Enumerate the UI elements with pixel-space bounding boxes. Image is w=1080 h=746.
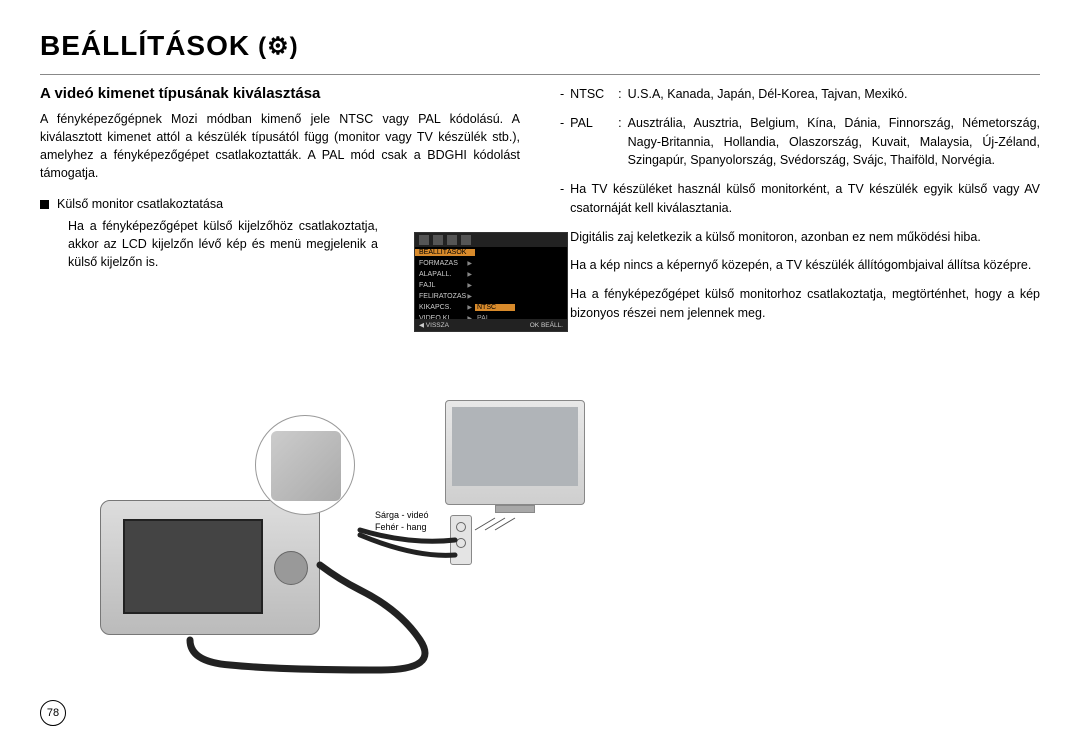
lcd-tab-icon (419, 235, 429, 245)
section-heading: A videó kimenet típusának kiválasztása (40, 85, 520, 102)
av-jack-icon (456, 538, 466, 548)
lcd-row-label: FÁJL▶ (415, 282, 475, 289)
standard-code: NTSC (570, 85, 612, 104)
standard-code: PAL (570, 114, 612, 170)
note-item: -Digitális zaj keletkezik a külső monito… (560, 228, 1040, 247)
connection-diagram: Sárga - videó Fehér - hang (100, 380, 600, 680)
monitor-stand-icon (495, 505, 535, 513)
gear-icon: (⚙) (258, 32, 299, 61)
standard-item: -PAL:Ausztrália, Ausztria, Belgium, Kína… (560, 114, 1040, 170)
lcd-row-label: FELIRATOZÁS▶ (415, 293, 475, 300)
camera-illustration (100, 500, 320, 635)
standard-item: -NTSC: U.S.A, Kanada, Japán, Dél-Korea, T… (560, 85, 1040, 104)
note-text: Ha a fényképezőgépet külső monitorhoz cs… (570, 285, 1040, 323)
chevron-right-icon: ▶ (467, 304, 475, 311)
dash-icon: - (560, 114, 564, 170)
chevron-right-icon: ▶ (467, 282, 475, 289)
note-item: -Ha TV készüléket használ külső monitork… (560, 180, 1040, 218)
chevron-right-icon: ▶ (467, 271, 475, 278)
lcd-footer-left: ◀ VISSZA (419, 321, 449, 329)
bullet-body: Ha a fényképezőgépet külső kijelzőhöz cs… (68, 217, 378, 271)
lcd-row-label: KIKAPCS.▶ (415, 304, 475, 311)
camera-buttons-icon (274, 526, 309, 611)
lcd-tab-row (415, 233, 567, 247)
external-monitor-illustration (445, 400, 585, 505)
dash-icon: - (560, 180, 564, 218)
usb-connector-icon (271, 431, 341, 501)
lcd-row-label: FORMÁZÁS▶ (415, 260, 475, 267)
lcd-tab-icon (447, 235, 457, 245)
lcd-header: BEÁLLÍTÁSOK (415, 249, 475, 256)
square-bullet-icon (40, 200, 49, 209)
camera-lcd-menu: BEÁLLÍTÁSOK FORMÁZÁS▶ ALAPÁLL.▶ FÁJL▶ FELIR… (414, 232, 568, 332)
lcd-menu-row: ALAPÁLL.▶ (415, 269, 567, 280)
lcd-menu-row: FÁJL▶ (415, 280, 567, 291)
title-text: BEÁLLÍTÁSOK (40, 30, 250, 62)
lcd-menu-row: KIKAPCS.▶NTSC (415, 302, 567, 313)
lcd-menu-row: FORMÁZÁS▶ (415, 258, 567, 269)
chevron-right-icon: ▶ (467, 260, 475, 267)
note-text: Digitális zaj keletkezik a külső monitor… (570, 228, 981, 247)
lcd-footer-right: OK BEÁLL. (530, 322, 563, 329)
note-item: -Ha a kép nincs a képernyő közepén, a TV… (560, 256, 1040, 275)
lcd-footer: ◀ VISSZA OK BEÁLL. (415, 319, 567, 331)
bullet-label: Külső monitor csatlakoztatása (57, 197, 223, 211)
chevron-right-icon: ▶ (467, 293, 475, 300)
lcd-menu-row: FELIRATOZÁS▶ (415, 291, 567, 302)
right-column: -NTSC:U.S.A, Kanada, Japán, Dél-Korea, T… (560, 85, 1040, 333)
note-text: Ha a kép nincs a képernyő közepén, a TV … (570, 256, 1031, 275)
lcd-tab-icon (433, 235, 443, 245)
colon: : (618, 85, 621, 104)
page-number: 78 (40, 700, 66, 726)
cable-yellow-label: Sárga - videó (375, 510, 429, 522)
monitor-screen-icon (452, 407, 578, 486)
cable-white-label: Fehér - hang (375, 522, 429, 534)
note-text: Ha TV készüléket használ külső monitorké… (570, 180, 1040, 218)
usb-port-closeup (255, 415, 355, 515)
title-divider (40, 74, 1040, 75)
lcd-row-value: NTSC (475, 304, 515, 311)
colon: : (618, 114, 621, 170)
lcd-tab-icon (461, 235, 471, 245)
page-title: BEÁLLÍTÁSOK (⚙) (40, 30, 1040, 62)
lcd-row-label: ALAPÁLL.▶ (415, 271, 475, 278)
av-jack-icon (456, 522, 466, 532)
standard-countries: Ausztrália, Ausztria, Belgium, Kína, Dán… (628, 114, 1040, 170)
av-jack-box (450, 515, 472, 565)
note-item: -Ha a fényképezőgépet külső monitorhoz c… (560, 285, 1040, 323)
dpad-icon (274, 551, 308, 585)
standard-countries: U.S.A, Kanada, Japán, Dél-Korea, Tajvan,… (628, 85, 1040, 104)
intro-paragraph: A fényképezőgépnek Mozi módban kimenő je… (40, 110, 520, 183)
camera-lcd-icon (123, 519, 263, 614)
dash-icon: - (560, 85, 564, 104)
bullet-item: Külső monitor csatlakoztatása (40, 197, 520, 211)
cable-color-legend: Sárga - videó Fehér - hang (375, 510, 429, 533)
